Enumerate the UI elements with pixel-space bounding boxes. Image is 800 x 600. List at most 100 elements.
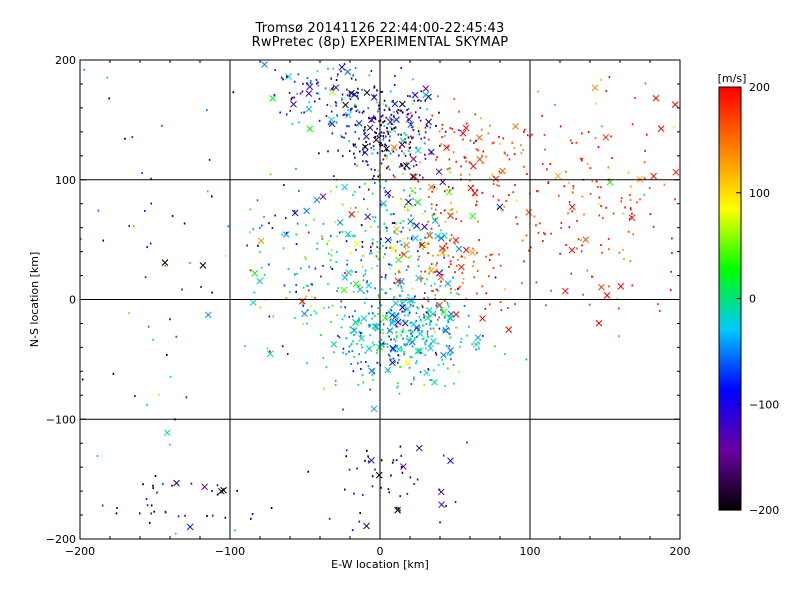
- colorbar-band: [719, 444, 741, 448]
- data-point: [390, 309, 393, 312]
- data-point: [627, 171, 630, 174]
- data-point: [575, 141, 578, 144]
- data-point: [407, 121, 415, 128]
- data-point: [325, 115, 328, 118]
- data-point: [449, 336, 452, 339]
- colorbar-band: [719, 490, 741, 494]
- colorbar-band: [719, 216, 741, 219]
- data-point: [395, 336, 398, 339]
- data-point: [404, 314, 406, 317]
- colorbar-band: [719, 258, 741, 262]
- colorbar-band: [719, 488, 741, 492]
- data-point: [338, 231, 341, 234]
- colorbar-band: [719, 499, 741, 503]
- data-point: [399, 509, 401, 512]
- data-point: [447, 305, 450, 308]
- data-point: [380, 90, 382, 93]
- data-point: [353, 144, 355, 147]
- data-point: [403, 152, 405, 155]
- data-point: [322, 264, 324, 267]
- data-point: [397, 354, 400, 357]
- data-point: [389, 321, 392, 324]
- colorbar-band: [719, 465, 741, 469]
- data-point: [199, 262, 207, 269]
- data-point: [320, 275, 322, 278]
- data-point: [448, 332, 451, 335]
- data-point: [430, 378, 432, 381]
- data-point: [386, 130, 389, 133]
- data-point: [368, 325, 370, 328]
- data-point: [434, 351, 437, 354]
- data-point: [427, 296, 429, 299]
- data-point: [420, 280, 422, 283]
- data-point: [409, 336, 411, 339]
- data-point: [465, 160, 467, 163]
- data-point: [394, 506, 401, 514]
- data-point: [393, 115, 395, 118]
- data-point: [293, 80, 296, 83]
- data-point: [390, 264, 393, 267]
- data-point: [353, 152, 355, 155]
- colorbar-band: [719, 129, 741, 133]
- data-point: [419, 243, 422, 246]
- data-point: [330, 77, 332, 80]
- colorbar-band: [719, 285, 741, 289]
- data-point: [261, 224, 263, 227]
- data-point: [313, 218, 315, 221]
- data-point: [468, 173, 471, 176]
- data-point: [430, 284, 433, 287]
- data-point: [367, 312, 370, 315]
- data-point: [408, 149, 410, 152]
- data-point: [435, 304, 438, 307]
- data-point: [358, 319, 361, 322]
- data-point: [341, 136, 343, 139]
- data-point: [411, 345, 414, 348]
- data-point: [372, 145, 375, 148]
- data-point: [446, 314, 454, 322]
- data-point: [458, 370, 460, 373]
- data-point: [395, 334, 398, 337]
- data-point: [394, 277, 402, 285]
- data-point: [409, 122, 412, 125]
- data-point: [446, 301, 449, 304]
- data-point: [425, 347, 427, 350]
- data-point: [206, 190, 209, 193]
- data-point: [629, 199, 632, 202]
- data-point: [362, 381, 365, 384]
- data-point: [397, 108, 400, 111]
- data-point: [362, 291, 365, 294]
- colorbar-band: [719, 463, 741, 467]
- data-point: [355, 110, 358, 113]
- data-point: [348, 315, 351, 318]
- data-point: [386, 343, 389, 346]
- data-point: [386, 155, 388, 158]
- data-point: [377, 250, 380, 253]
- data-point: [504, 288, 506, 291]
- data-point: [366, 280, 368, 283]
- data-point: [169, 443, 171, 446]
- data-point: [405, 268, 408, 271]
- data-point: [397, 361, 399, 364]
- data-point: [299, 92, 302, 95]
- data-point: [432, 369, 435, 372]
- data-point: [315, 312, 318, 315]
- data-point: [385, 157, 388, 160]
- data-point: [138, 512, 141, 515]
- data-point: [385, 144, 387, 147]
- data-point: [302, 304, 305, 307]
- data-point: [373, 343, 375, 346]
- data-point: [372, 312, 375, 315]
- data-point: [442, 309, 444, 312]
- data-point: [409, 187, 412, 190]
- data-point: [474, 334, 482, 341]
- data-point: [452, 311, 460, 318]
- data-point: [470, 162, 473, 165]
- data-point: [274, 214, 276, 217]
- data-point: [349, 109, 352, 112]
- data-point: [355, 248, 357, 251]
- data-point: [449, 171, 451, 174]
- data-point: [394, 126, 397, 129]
- chart-title: Tromsø 20141126 22:44:00-22:45:43: [255, 21, 505, 36]
- colorbar-band: [719, 345, 741, 348]
- data-point: [398, 141, 406, 148]
